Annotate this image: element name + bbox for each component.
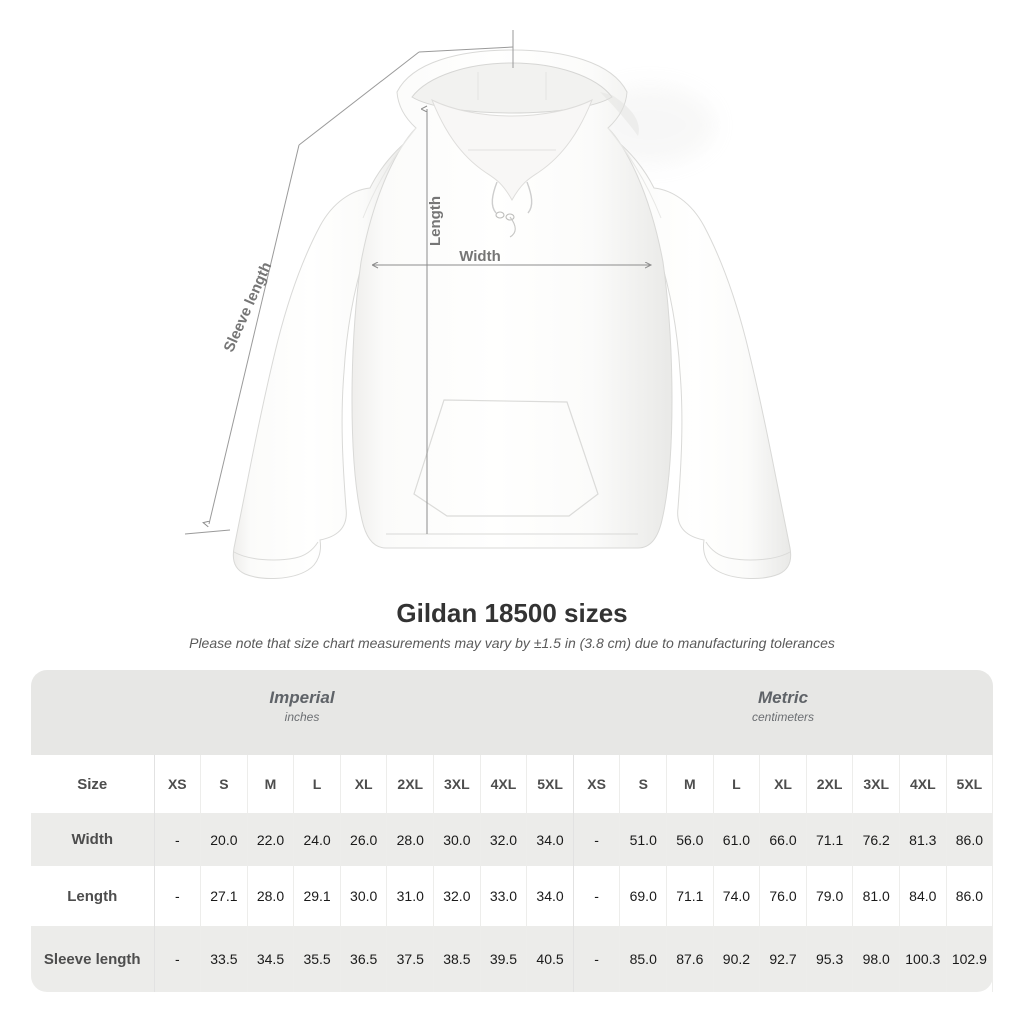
svg-text:Length: Length bbox=[427, 196, 444, 246]
svg-text:Width: Width bbox=[459, 248, 501, 265]
svg-text:Sleeve length: Sleeve length bbox=[220, 260, 275, 355]
